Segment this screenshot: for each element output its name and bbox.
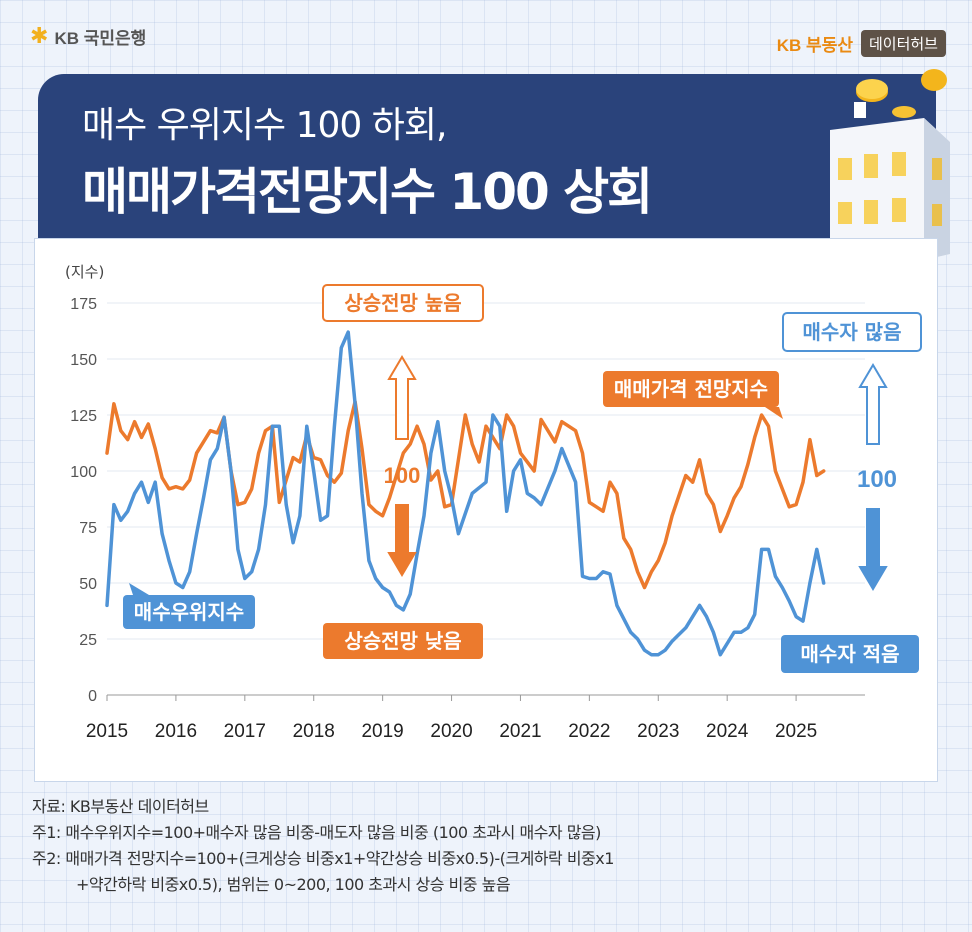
x-tick-label: 2025 (775, 721, 817, 742)
label-buyer-series-box (123, 595, 255, 629)
down-arrow-icon (858, 508, 888, 591)
y-tick-label: 0 (88, 688, 97, 705)
x-tick-label: 2020 (430, 721, 472, 742)
label-down-price-box (323, 623, 483, 659)
y-tick-label: 100 (70, 464, 97, 481)
y-tick-label: 175 (70, 296, 97, 313)
brand-right-kb: KB 부동산 (776, 36, 853, 55)
label-down-price: 상승전망 낮음 (323, 623, 483, 659)
up-arrow-icon (858, 363, 888, 445)
note-2-cont: +약간하락 비중x0.5), 범위는 0~200, 100 초과시 상승 비중 … (76, 875, 511, 894)
brand-right-badge: 데이터허브 (860, 30, 946, 57)
label-down-buyer: 매수자 적음 (781, 635, 919, 673)
label-up-price-text: 상승전망 높음 (344, 291, 461, 315)
label-down-price-text: 상승전망 낮음 (344, 629, 461, 653)
label-buyer-series-tail (129, 583, 149, 595)
note-1: 주1: 매수우위지수=100+매수자 많음 비중-매도자 많음 비중 (100 … (32, 823, 601, 842)
price-outlook-series-line (105, 399, 826, 590)
kb-star-icon: ✱ (30, 23, 49, 49)
x-tick-label: 2015 (86, 721, 128, 742)
note-2: 주2: 매매가격 전망지수=100+(크게상승 비중x1+약간상승 비중x0.5… (32, 849, 614, 868)
label-price-series-text: 매매가격 전망지수 (614, 377, 768, 401)
label-buyer-series-text: 매수우위지수 (134, 600, 244, 624)
kb-kookmin-logo: ✱ KB 국민은행 (30, 24, 146, 49)
x-tick-label: 2019 (361, 721, 403, 742)
y-axis-label: (지수) (65, 263, 104, 281)
x-tick-label: 2018 (293, 721, 335, 742)
up-arrow-icon (387, 355, 417, 440)
down-arrow-icon (387, 504, 417, 577)
label-buyer-series: 매수우위지수 (123, 583, 255, 629)
label-up-buyer-box (782, 312, 922, 352)
mark-100-left: 100 (384, 463, 421, 488)
x-tick-label: 2023 (637, 721, 679, 742)
x-tick-label: 2024 (706, 721, 749, 742)
headline-banner: 매수 우위지수 100 하회, 매매가격전망지수 100 상회 (38, 74, 936, 242)
headline-line1: 매수 우위지수 100 하회, (82, 105, 447, 146)
x-tick-label: 2021 (499, 721, 541, 742)
y-tick-label: 75 (79, 520, 97, 537)
footnotes: 자료: KB부동산 데이터허브 주1: 매수우위지수=100+매수자 많음 비중… (32, 794, 614, 898)
y-tick-label: 150 (70, 352, 97, 369)
label-down-buyer-text: 매수자 적음 (801, 642, 900, 666)
x-tick-label: 2022 (568, 721, 610, 742)
building-coins-icon (830, 69, 950, 260)
headline-line2: 매매가격전망지수 100 상회 (82, 163, 653, 221)
y-tick-label: 50 (79, 576, 97, 593)
buyer-index-series-line (105, 330, 826, 657)
x-tick-label: 2017 (224, 721, 266, 742)
note-source: 자료: KB부동산 데이터허브 (32, 797, 209, 816)
label-price-series-tail (765, 407, 783, 419)
label-up-price: 상승전망 높음 (322, 284, 484, 322)
label-up-buyer: 매수자 많음 (782, 312, 922, 352)
mark-100-right: 100 (857, 466, 897, 493)
label-up-price-box (322, 284, 484, 322)
y-tick-label: 25 (79, 632, 97, 649)
index-line-chart: (지수) 0 25 50 75 100 125 150 175 2015 2016 2017 2018 2… (65, 263, 922, 742)
brand-left-name: KB 국민은행 (54, 29, 147, 48)
label-price-series: 매매가격 전망지수 (603, 371, 783, 419)
x-tick-label: 2016 (155, 721, 197, 742)
label-down-buyer-box (781, 635, 919, 673)
chart-card: (지수) 0 25 50 75 100 125 150 175 2015 2016 2017 2018 2… (34, 238, 938, 782)
kb-realestate-logo: KB 부동산 데이터허브 (777, 30, 946, 57)
y-tick-label: 125 (70, 408, 97, 425)
label-up-buyer-text: 매수자 많음 (803, 320, 902, 344)
label-price-series-box (603, 371, 779, 407)
